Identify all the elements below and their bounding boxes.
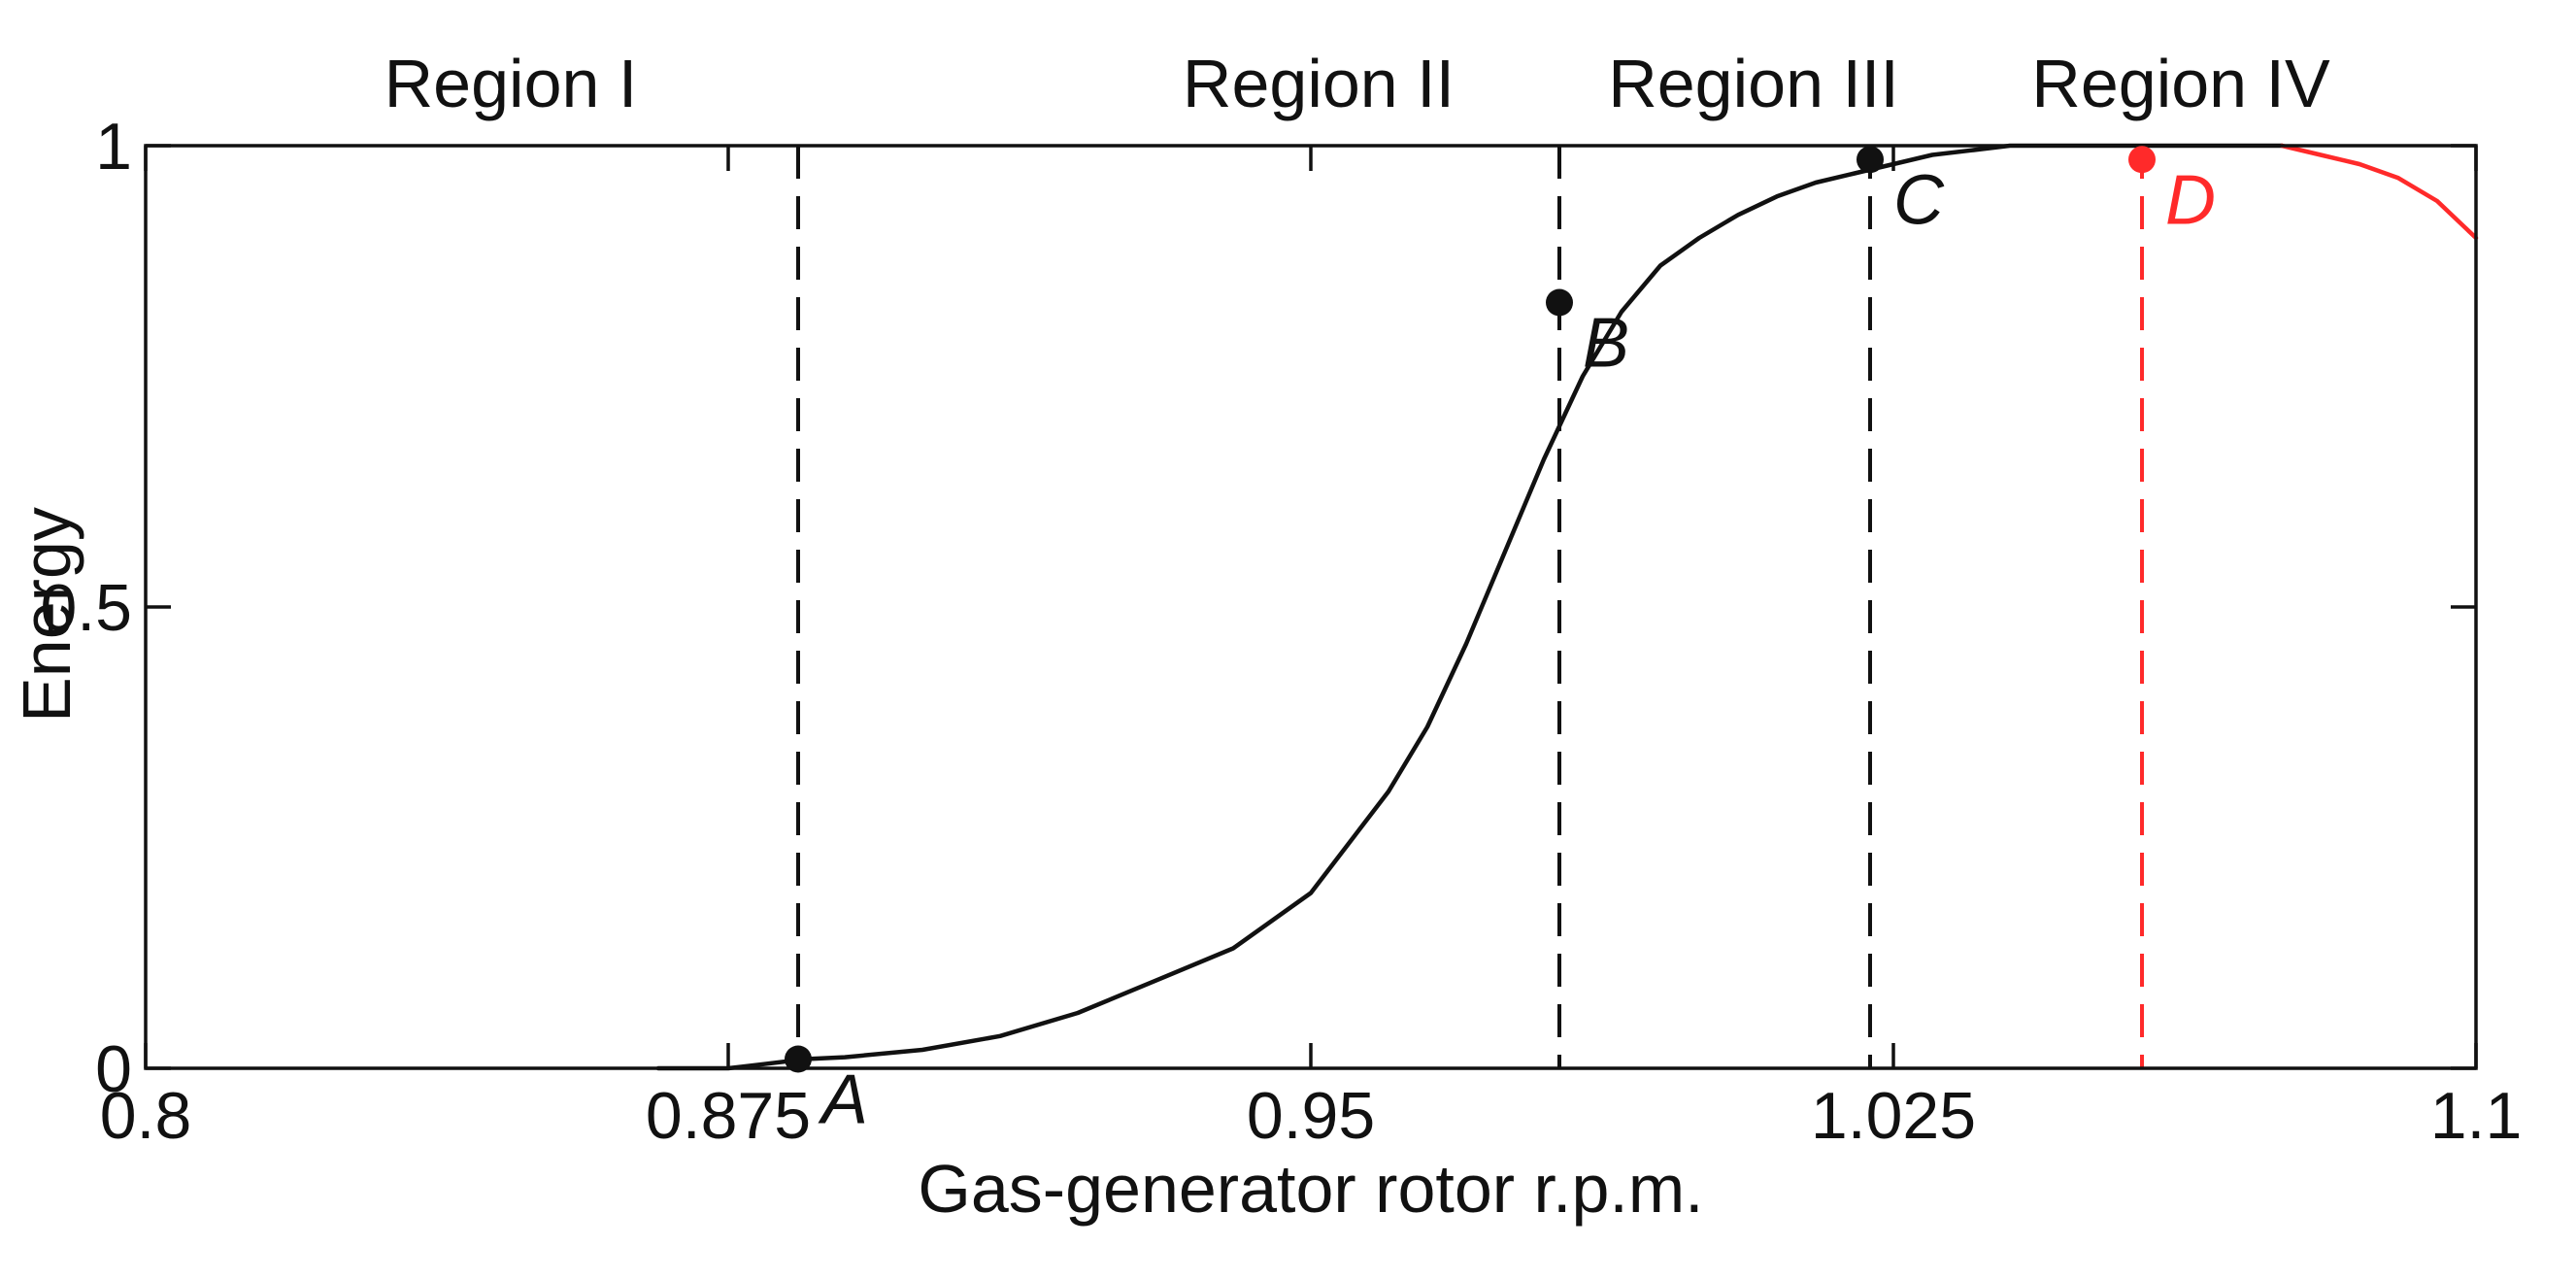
point-markers: A B C D xyxy=(785,146,2216,1139)
point-b-marker xyxy=(1546,288,1573,317)
region-label-3: Region III xyxy=(1608,46,1899,121)
x-tick-label-3: 0.95 xyxy=(1247,1079,1375,1153)
y-tick-label-2: 0.5 xyxy=(40,571,132,645)
x-tick-label-1: 0.8 xyxy=(100,1079,192,1153)
point-d-label: D xyxy=(2165,161,2216,239)
region-label-2: Region II xyxy=(1183,46,1455,121)
y-tick-label-1: 0 xyxy=(95,1032,132,1106)
x-tick-label-5: 1.1 xyxy=(2430,1079,2523,1153)
series-line-1 xyxy=(655,143,2285,1071)
region-labels: Region I Region II Region III Region IV xyxy=(385,46,2330,121)
point-a-label: A xyxy=(818,1061,868,1139)
point-c-label: C xyxy=(1893,161,1945,239)
point-c-marker xyxy=(1857,146,1884,174)
region-label-4: Region IV xyxy=(2031,46,2330,121)
series-line-2 xyxy=(2279,143,2479,241)
point-b-label: B xyxy=(1583,305,1629,383)
y-tick-label-3: 1 xyxy=(95,110,132,184)
x-tick-label-2: 0.875 xyxy=(646,1079,811,1153)
y-axis-label: Energy xyxy=(9,507,84,723)
data-series-group xyxy=(655,143,2479,1071)
point-d-marker xyxy=(2128,146,2156,174)
region-label-1: Region I xyxy=(385,46,638,121)
x-axis-label: Gas-generator rotor r.p.m. xyxy=(918,1151,1703,1227)
axis-ticks: 0.8 0.875 0.95 1.025 1.1 0 0.5 1 xyxy=(40,110,2522,1153)
x-tick-label-4: 1.025 xyxy=(1811,1079,1976,1153)
point-a-marker xyxy=(785,1045,812,1073)
